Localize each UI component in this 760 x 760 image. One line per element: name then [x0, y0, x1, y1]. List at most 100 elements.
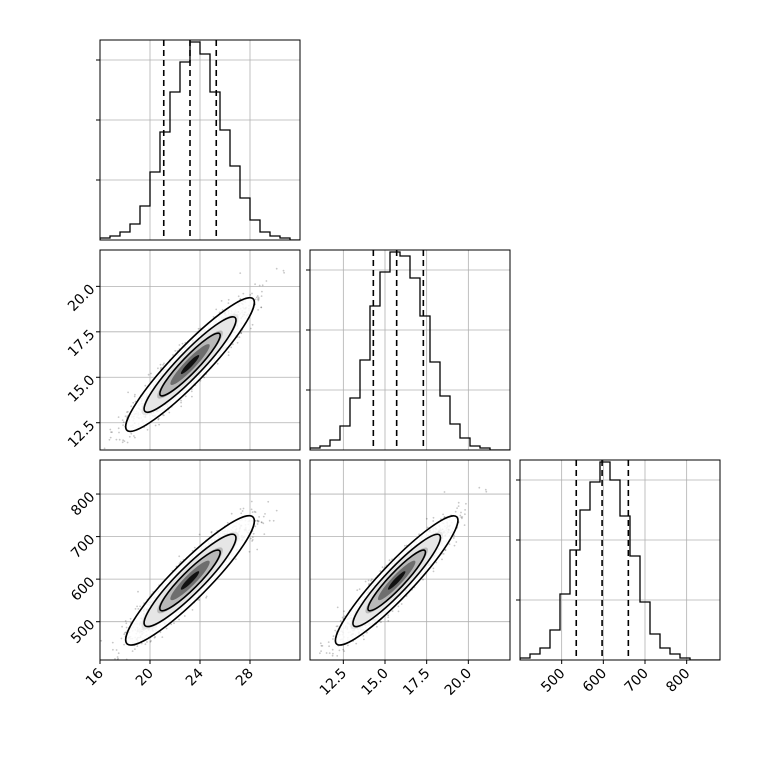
scatter-point: [115, 438, 118, 441]
scatter-point: [109, 428, 112, 431]
panel-frame: [99, 39, 301, 241]
scatter-point: [227, 302, 230, 304]
scatter-point: [123, 633, 126, 636]
scatter-point: [238, 336, 241, 338]
scatter-point: [210, 531, 213, 534]
scatter-point: [178, 555, 181, 558]
scatter-point: [257, 309, 259, 311]
panel-frame: [309, 249, 511, 451]
scatter-point: [133, 395, 136, 398]
scatter-point: [242, 292, 245, 295]
scatter-point: [180, 405, 183, 408]
hist-panel-p1: [96, 39, 301, 241]
histogram-p2: [310, 251, 510, 450]
scatter-point: [264, 513, 266, 515]
scatter-point: [137, 590, 139, 593]
histogram-p3: [520, 461, 720, 660]
scatter-point: [122, 439, 124, 442]
scatter-point: [146, 641, 148, 643]
y-tick-label: 17.5: [65, 327, 98, 360]
scatter-point: [262, 522, 265, 525]
scatter-point: [100, 639, 103, 642]
scatter-point: [262, 515, 265, 518]
scatter-point: [275, 267, 278, 270]
scatter-point: [212, 316, 215, 318]
scatter-point: [130, 432, 133, 435]
y-tick-label: 12.5: [65, 418, 98, 451]
scatter-point: [250, 508, 253, 511]
scatter-point: [197, 327, 200, 330]
scatter-point: [120, 637, 123, 640]
hist-panel-p2: [306, 249, 511, 451]
scatter-point: [205, 595, 208, 598]
scatter-point: [190, 390, 193, 393]
scatter-point: [172, 354, 174, 356]
scatter-point: [258, 284, 261, 287]
scatter-point: [163, 414, 165, 417]
scatter-point: [251, 511, 254, 513]
scatter-point: [249, 327, 252, 330]
scatter-point: [132, 401, 135, 404]
panel-frame: [99, 249, 301, 451]
scatter-point: [234, 558, 237, 560]
scatter-point: [240, 332, 243, 335]
scatter-point: [146, 428, 149, 431]
scatter-point: [251, 540, 254, 542]
scatter-point: [147, 373, 150, 376]
scatter-point: [123, 643, 125, 646]
scatter-point: [249, 294, 252, 296]
scatter-point: [256, 295, 259, 297]
scatter-point: [140, 642, 143, 645]
scatter-point: [131, 650, 134, 652]
scatter-point: [251, 323, 254, 326]
scatter-point: [126, 411, 128, 413]
contour-line: [143, 316, 237, 414]
scatter-point: [124, 415, 127, 418]
scatter-point: [221, 309, 224, 311]
scatter-point: [251, 292, 253, 295]
scatter-point: [254, 283, 256, 286]
scatter-point: [282, 269, 285, 272]
scatter-point: [160, 366, 163, 369]
scatter-point: [240, 512, 243, 515]
scatter-point: [255, 296, 258, 299]
scatter-point: [205, 596, 208, 599]
scatter-point: [159, 363, 162, 366]
scatter-point: [161, 636, 164, 638]
scatter-point: [220, 300, 223, 302]
scatter-point: [257, 299, 260, 302]
scatter-point: [198, 599, 201, 601]
scatter-point: [159, 631, 162, 634]
scatter-point: [109, 436, 112, 439]
scatter-point: [136, 645, 139, 647]
scatter-point: [117, 416, 120, 418]
scatter-point: [154, 636, 157, 638]
scatter-point: [153, 636, 156, 639]
scatter-point: [226, 521, 229, 524]
scatter-point: [127, 410, 129, 413]
scatter-point: [157, 417, 160, 420]
panel-frame: [519, 459, 721, 661]
scatter-point: [125, 626, 128, 629]
histogram-p1: [100, 41, 300, 240]
scatter-point: [260, 521, 263, 523]
scatter-point: [251, 539, 254, 541]
scatter-point: [134, 648, 136, 650]
scatter-point: [139, 605, 142, 608]
scatter-point: [237, 295, 240, 298]
scatter-point: [191, 395, 193, 398]
scatter-point: [117, 652, 120, 655]
y-tick-label: 20.0: [65, 281, 98, 314]
scatter-point: [236, 341, 239, 344]
scatter-point: [179, 560, 182, 563]
scatter-point: [210, 530, 213, 533]
scatter-point: [260, 521, 263, 524]
scatter-point: [250, 500, 253, 503]
scatter-point: [117, 657, 119, 660]
scatter-point: [227, 351, 230, 353]
scatter-point: [239, 298, 242, 300]
scatter-point: [260, 306, 263, 309]
scatter-point: [260, 295, 263, 297]
